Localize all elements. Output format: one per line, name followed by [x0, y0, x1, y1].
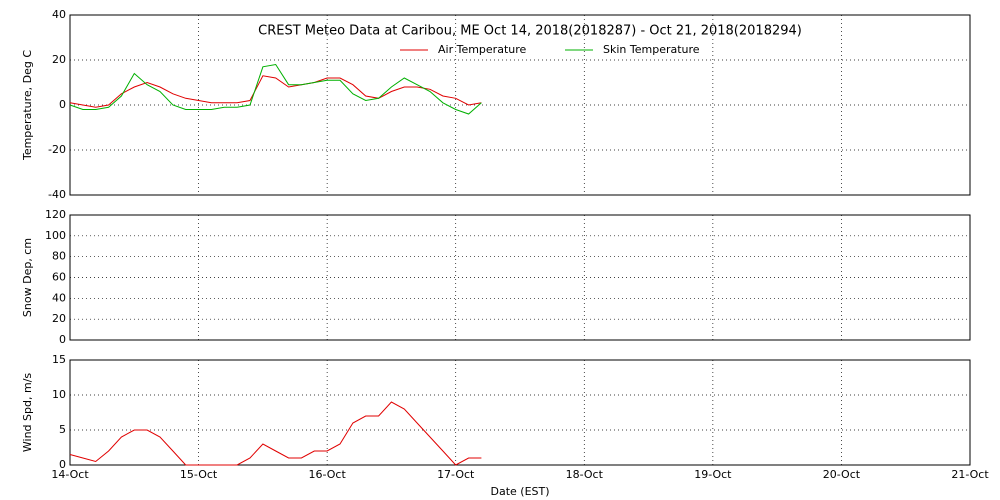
y-tick-label: -20: [48, 143, 66, 156]
y-tick-label: 100: [45, 229, 66, 242]
x-tick-label: 14-Oct: [51, 468, 89, 481]
plot-frame: [69, 214, 971, 341]
y-tick-label: 0: [59, 333, 66, 346]
y-axis-label: Temperature, Deg C: [21, 50, 34, 161]
y-tick-label: 0: [59, 458, 66, 471]
y-tick-label: 20: [52, 312, 66, 325]
x-tick-label: 17-Oct: [437, 468, 475, 481]
data-line: [69, 63, 482, 115]
plot-frame: [69, 359, 971, 466]
y-tick-label: 40: [52, 8, 66, 21]
legend-label: Air Temperature: [438, 43, 527, 56]
x-axis-label: Date (EST): [490, 485, 549, 498]
y-tick-label: 80: [52, 250, 66, 263]
x-tick-label: 19-Oct: [694, 468, 732, 481]
x-tick-label: 18-Oct: [566, 468, 604, 481]
x-tick-label: 21-Oct: [951, 468, 989, 481]
y-tick-label: 0: [59, 98, 66, 111]
legend-label: Skin Temperature: [603, 43, 700, 56]
y-tick-label: -40: [48, 188, 66, 201]
y-tick-label: 10: [52, 388, 66, 401]
x-tick-label: 15-Oct: [180, 468, 218, 481]
y-tick-label: 20: [52, 53, 66, 66]
data-line: [69, 75, 482, 108]
y-tick-label: 40: [52, 291, 66, 304]
x-tick-label: 16-Oct: [308, 468, 346, 481]
y-tick-label: 5: [59, 423, 66, 436]
x-tick-label: 20-Oct: [823, 468, 861, 481]
y-axis-label: Snow Dep, cm: [21, 238, 34, 317]
y-tick-label: 120: [45, 208, 66, 221]
y-tick-label: 60: [52, 271, 66, 284]
y-axis-label: Wind Spd, m/s: [21, 373, 34, 453]
data-line: [69, 401, 482, 466]
chart-title: CREST Meteo Data at Caribou, ME Oct 14, …: [258, 24, 802, 39]
y-tick-label: 15: [52, 353, 66, 366]
